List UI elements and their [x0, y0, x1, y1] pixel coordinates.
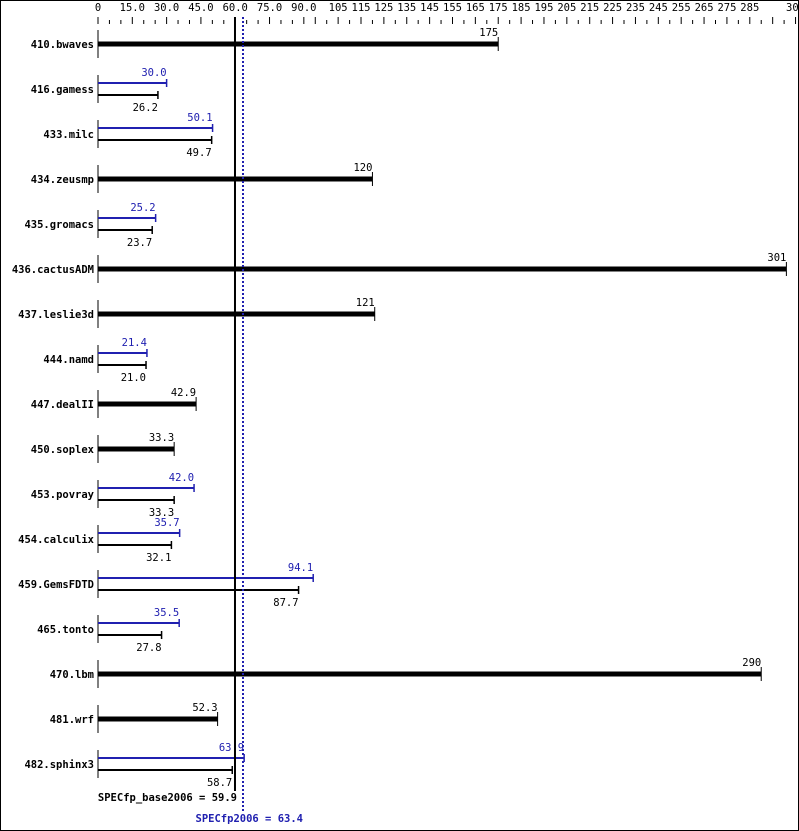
- peak-reference-label: SPECfp2006 = 63.4: [196, 813, 303, 825]
- peak-value-label: 35.7: [154, 517, 179, 529]
- x-tick-label: 125: [374, 2, 393, 14]
- x-tick-label: 285: [740, 2, 759, 14]
- base-value-label: 33.3: [149, 507, 174, 519]
- x-tick-label: 45.0: [188, 2, 213, 14]
- base-value-label: 58.7: [207, 777, 232, 789]
- category-label: 433.milc: [43, 129, 94, 141]
- category-label: 435.gromacs: [24, 219, 94, 231]
- category-label: 465.tonto: [37, 624, 94, 636]
- category-label: 481.wrf: [50, 714, 94, 726]
- x-tick-label: 195: [534, 2, 553, 14]
- base-value-label: 52.3: [192, 702, 217, 714]
- x-tick-label: 225: [603, 2, 622, 14]
- peak-value-label: 63.9: [219, 742, 244, 754]
- x-tick-label: 0: [95, 2, 101, 14]
- base-value-label: 42.9: [171, 387, 196, 399]
- category-label: 454.calculix: [18, 534, 95, 546]
- base-value-label: 87.7: [273, 597, 298, 609]
- category-label: 436.cactusADM: [12, 264, 94, 276]
- x-tick-label: 245: [649, 2, 668, 14]
- category-label: 416.gamess: [31, 84, 94, 96]
- base-value-label: 120: [353, 162, 372, 174]
- x-tick-label: 235: [626, 2, 645, 14]
- x-tick-label: 90.0: [291, 2, 316, 14]
- category-label: 410.bwaves: [31, 39, 94, 51]
- base-value-label: 33.3: [149, 432, 174, 444]
- category-label: 437.leslie3d: [18, 309, 94, 321]
- base-reference-label: SPECfp_base2006 = 59.9: [98, 792, 237, 804]
- x-tick-label: 145: [420, 2, 439, 14]
- x-tick-label: 185: [512, 2, 531, 14]
- base-value-label: 21.0: [121, 372, 146, 384]
- x-tick-label: 215: [580, 2, 599, 14]
- base-value-label: 121: [356, 297, 375, 309]
- category-label: 447.dealII: [31, 399, 94, 411]
- base-value-label: 290: [742, 657, 761, 669]
- x-tick-label: 255: [672, 2, 691, 14]
- base-value-label: 23.7: [127, 237, 152, 249]
- x-tick-label: 265: [695, 2, 714, 14]
- category-label: 450.soplex: [31, 444, 95, 456]
- category-label: 444.namd: [43, 354, 94, 366]
- x-tick-label: 155: [443, 2, 462, 14]
- peak-value-label: 25.2: [130, 202, 155, 214]
- peak-value-label: 30.0: [141, 67, 166, 79]
- x-tick-label: 15.0: [120, 2, 145, 14]
- base-value-label: 175: [479, 27, 498, 39]
- x-tick-label: 30.0: [154, 2, 179, 14]
- peak-value-label: 35.5: [154, 607, 179, 619]
- category-label: 459.GemsFDTD: [18, 579, 94, 591]
- peak-value-label: 94.1: [288, 562, 313, 574]
- x-tick-label: 75.0: [257, 2, 282, 14]
- x-tick-label: 275: [717, 2, 736, 14]
- x-tick-label: 135: [397, 2, 416, 14]
- category-label: 470.lbm: [50, 669, 94, 681]
- x-tick-label: 305: [786, 2, 798, 14]
- x-tick-label: 105: [329, 2, 348, 14]
- x-tick-label: 165: [466, 2, 485, 14]
- base-value-label: 26.2: [133, 102, 158, 114]
- base-value-label: 49.7: [186, 147, 211, 159]
- base-value-label: 32.1: [146, 552, 171, 564]
- category-label: 482.sphinx3: [24, 759, 94, 771]
- peak-value-label: 21.4: [122, 337, 147, 349]
- peak-value-label: 50.1: [187, 112, 212, 124]
- base-value-label: 27.8: [136, 642, 161, 654]
- category-label: 453.povray: [31, 489, 95, 501]
- x-tick-label: 60.0: [223, 2, 248, 14]
- category-label: 434.zeusmp: [31, 174, 94, 186]
- x-tick-label: 115: [352, 2, 371, 14]
- x-tick-label: 175: [489, 2, 508, 14]
- base-value-label: 301: [767, 252, 786, 264]
- x-tick-label: 205: [557, 2, 576, 14]
- peak-value-label: 42.0: [169, 472, 194, 484]
